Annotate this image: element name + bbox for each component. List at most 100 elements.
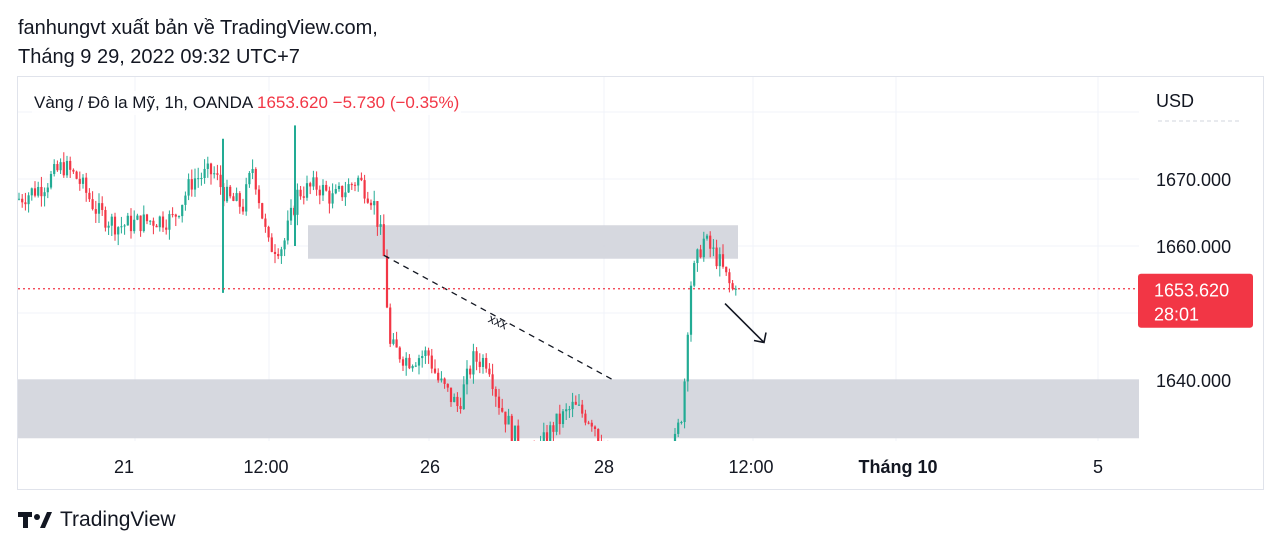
- candle-body: [540, 442, 542, 461]
- candle-body: [593, 426, 597, 429]
- price-axis: USD 1670.000 1660.000 1640.000 1653.620 28:01: [1138, 91, 1253, 391]
- candle-body: [449, 387, 453, 403]
- candle-body: [590, 422, 593, 427]
- candle-body: [270, 237, 273, 252]
- candle-body: [392, 339, 395, 344]
- last-price-label: 1653.620: [1154, 281, 1229, 301]
- currency-label: USD: [1156, 91, 1194, 111]
- candle-body: [689, 285, 693, 335]
- plot-area: xxx: [18, 77, 1139, 482]
- candle-body: [462, 384, 465, 410]
- candle-body: [433, 368, 437, 373]
- candle-body: [88, 192, 91, 200]
- candle-body: [94, 209, 97, 214]
- candle-body: [257, 189, 261, 204]
- candle-body: [203, 168, 206, 178]
- candle-body: [24, 202, 27, 205]
- candle-body: [113, 216, 117, 235]
- y-tick-label: 1640.000: [1156, 371, 1231, 391]
- trendline-label: xxx: [486, 311, 510, 333]
- candle-body: [642, 458, 644, 476]
- candle-body: [312, 177, 315, 187]
- candle-body: [366, 198, 369, 203]
- candle-body: [623, 458, 625, 461]
- candlestick-chart[interactable]: xxx USD 1670.000 1660.000 1640.000 1653.620 28…: [18, 77, 1264, 490]
- candle-body: [158, 216, 161, 228]
- candle-body: [91, 199, 94, 210]
- candle-body: [145, 214, 149, 222]
- candle-body: [584, 413, 587, 423]
- candle-body: [299, 189, 302, 197]
- candle-body: [219, 174, 222, 188]
- candle-body: [536, 455, 538, 461]
- candle-body: [565, 409, 568, 412]
- candle-body: [75, 171, 78, 179]
- candle-body: [341, 185, 344, 198]
- candle-body: [728, 272, 731, 284]
- candle-body: [645, 458, 647, 463]
- candle-body: [668, 481, 670, 482]
- candle-body: [251, 168, 254, 173]
- candle-body: [353, 184, 357, 186]
- candle-body: [136, 215, 139, 220]
- candle-body: [267, 226, 270, 238]
- chart-frame[interactable]: xxx USD 1670.000 1660.000 1640.000 1653.620 28…: [17, 76, 1264, 490]
- candle-body: [280, 249, 283, 257]
- candle-body: [552, 425, 555, 432]
- candle-body: [126, 215, 129, 226]
- candle-body: [504, 411, 507, 425]
- candle-body: [69, 160, 72, 170]
- candle-body: [571, 401, 574, 410]
- candle-body: [440, 378, 443, 381]
- candle-body: [264, 218, 267, 227]
- candle-body: [597, 428, 600, 441]
- candle-body: [129, 215, 133, 232]
- candle-body: [56, 164, 59, 171]
- candle-body: [277, 253, 280, 257]
- candle-body: [40, 186, 43, 197]
- candle-body: [520, 446, 522, 453]
- candle-body: [389, 307, 392, 344]
- candle-body: [321, 184, 325, 196]
- candle-body: [577, 404, 581, 406]
- candle-body: [671, 465, 673, 482]
- candle-body: [379, 224, 382, 227]
- candle-body: [123, 225, 126, 227]
- candle-body: [424, 350, 427, 356]
- candle-body: [187, 179, 190, 196]
- candle-body: [401, 359, 405, 366]
- candle-body: [513, 425, 517, 441]
- candle-body: [655, 464, 657, 465]
- candle-body: [680, 422, 683, 424]
- candle-body: [453, 396, 456, 403]
- candle-body: [18, 198, 21, 200]
- candle-body: [209, 163, 213, 175]
- candle-body: [65, 160, 69, 176]
- candle-body: [165, 227, 168, 230]
- candle-body: [133, 219, 136, 232]
- candle-body: [261, 203, 264, 219]
- candle-body: [664, 481, 666, 482]
- candle-body: [302, 196, 305, 198]
- candle-body: [465, 368, 469, 385]
- candle-body: [81, 177, 85, 184]
- candle-body: [693, 263, 696, 286]
- candle-body: [238, 193, 241, 207]
- x-tick-label: 21: [114, 457, 134, 477]
- candle-body: [181, 204, 184, 217]
- footer: TradingView: [18, 508, 176, 532]
- candle-body: [101, 203, 104, 211]
- candle-body: [104, 210, 107, 228]
- candle-body: [328, 190, 331, 204]
- candle-body: [507, 415, 510, 425]
- chart-legend[interactable]: Vàng / Đô la Mỹ, 1h, OANDA 1653.620 −5.7…: [32, 91, 462, 115]
- candle-body: [485, 357, 488, 369]
- candle-body: [626, 458, 628, 468]
- countdown-label: 28:01: [1154, 305, 1199, 325]
- candle-body: [475, 351, 478, 362]
- candle-body: [30, 188, 33, 196]
- candle-body: [414, 365, 417, 367]
- candle-body: [139, 215, 142, 232]
- x-tick-label: 5: [1093, 457, 1103, 477]
- arrow-line: [724, 303, 765, 344]
